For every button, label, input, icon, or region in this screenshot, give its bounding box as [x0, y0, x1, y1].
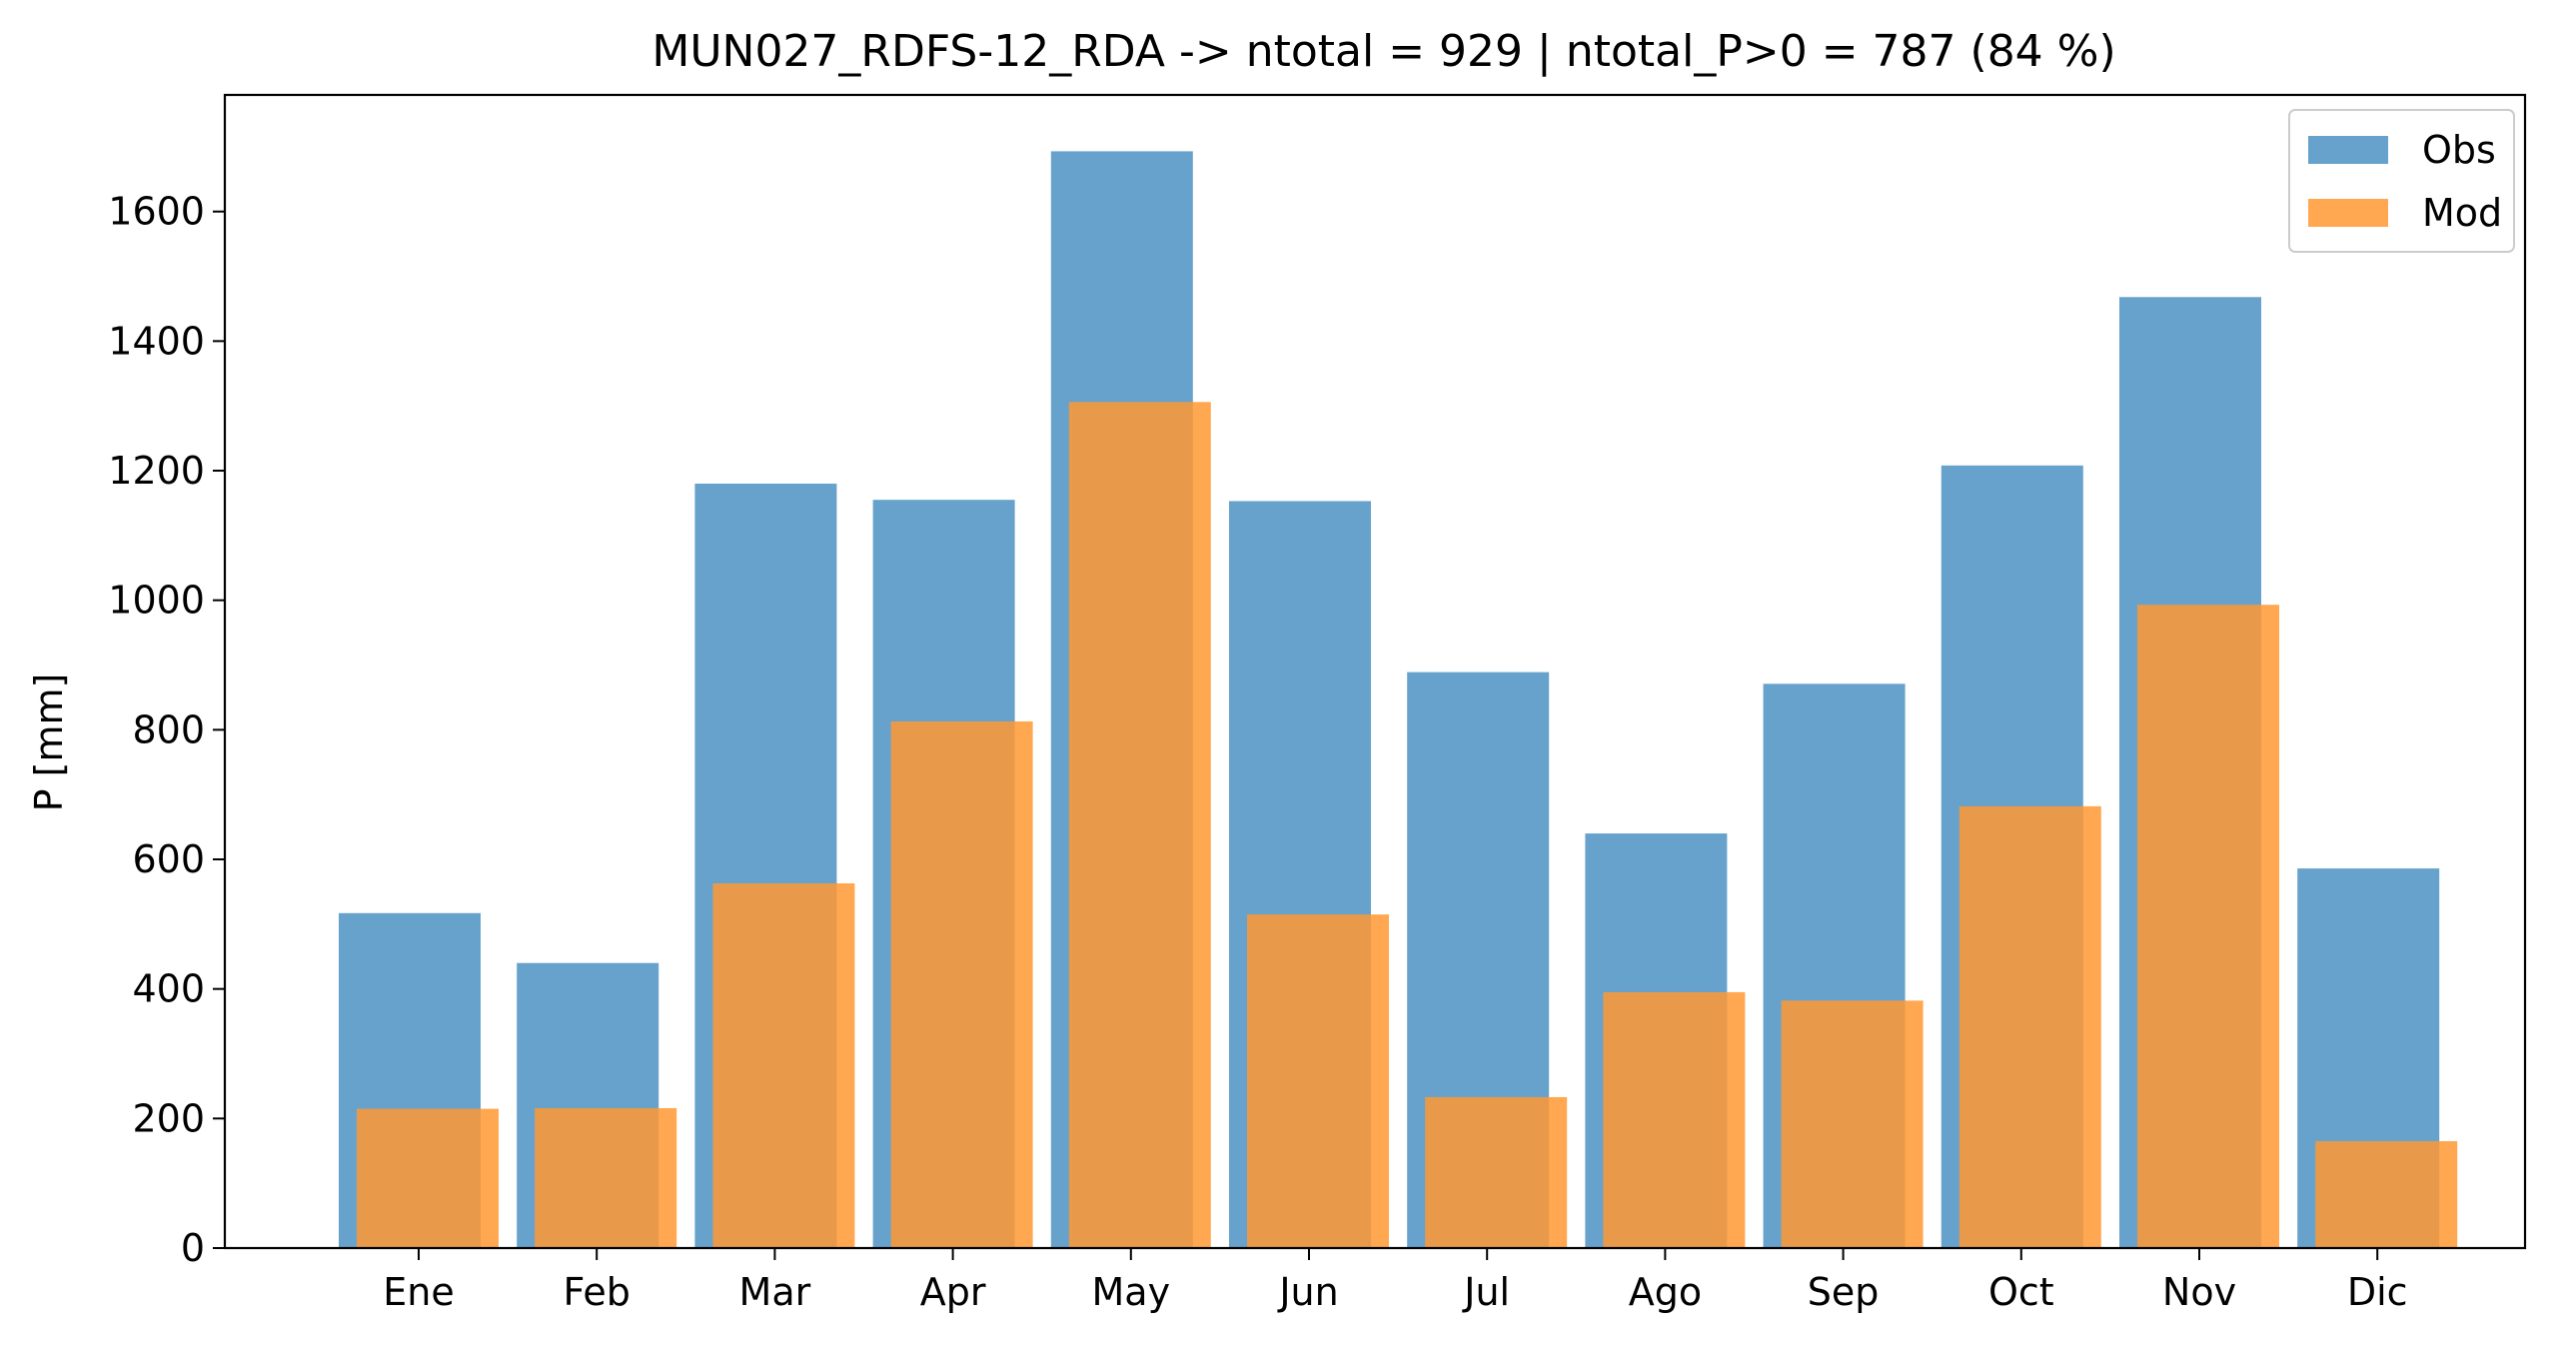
y-tick-label: 200 [132, 1096, 205, 1140]
y-tick-label: 400 [132, 967, 205, 1011]
bar-mod-mar [712, 883, 855, 1248]
bar-mod-oct [1958, 805, 2101, 1248]
bar-mod-ene [357, 1108, 499, 1248]
legend-swatch-mod [2308, 199, 2388, 227]
legend-label-obs: Obs [2422, 128, 2496, 172]
bar-mod-jun [1247, 914, 1389, 1248]
bar-mod-apr [890, 720, 1033, 1248]
x-tick-label-jul: Jul [1462, 1270, 1510, 1314]
x-tick-label-sep: Sep [1808, 1270, 1880, 1314]
plot-frame [223, 93, 2527, 1250]
y-tick-label: 0 [181, 1226, 205, 1270]
y-tick-label: 1200 [108, 449, 205, 493]
bar-mod-ago [1603, 991, 1746, 1248]
y-tick-label: 1000 [108, 579, 205, 623]
axes-group: 0 200 400 600 800 1000 1200 1400 1600 Ene Feb Mar Ap… [108, 93, 2527, 1314]
x-tick-label-oct: Oct [1988, 1270, 2054, 1314]
bar-mod-sep [1781, 1000, 1924, 1248]
legend: Obs Mod [2288, 109, 2515, 253]
bar-mod-dic [2315, 1141, 2458, 1248]
x-tick-label-jun: Jun [1277, 1270, 1338, 1314]
bar-mod-feb [535, 1107, 677, 1248]
x-tick-label-mar: Mar [739, 1270, 811, 1314]
legend-swatch-obs [2308, 136, 2388, 164]
y-tick-label: 1600 [108, 190, 205, 234]
bars-group [339, 151, 2458, 1249]
x-tick-label-may: May [1092, 1270, 1171, 1314]
x-tick-label-apr: Apr [920, 1270, 986, 1314]
chart-title: MUN027_RDFS-12_RDA -> ntotal = 929 | nto… [651, 26, 2115, 77]
legend-label-mod: Mod [2422, 191, 2502, 235]
x-tick-label-ago: Ago [1629, 1270, 1702, 1314]
bar-mod-jul [1425, 1096, 1568, 1248]
bar-mod-may [1068, 402, 1211, 1248]
y-axis-label: P [mm] [27, 674, 71, 812]
x-tick-label-dic: Dic [2347, 1270, 2408, 1314]
x-tick-label-ene: Ene [383, 1270, 454, 1314]
bar-mod-nov [2137, 605, 2279, 1248]
y-tick-label: 600 [132, 837, 205, 881]
x-tick-label-nov: Nov [2162, 1270, 2236, 1314]
y-tick-label: 800 [132, 707, 205, 751]
x-tick-label-feb: Feb [564, 1270, 631, 1314]
y-tick-label: 1400 [108, 319, 205, 363]
